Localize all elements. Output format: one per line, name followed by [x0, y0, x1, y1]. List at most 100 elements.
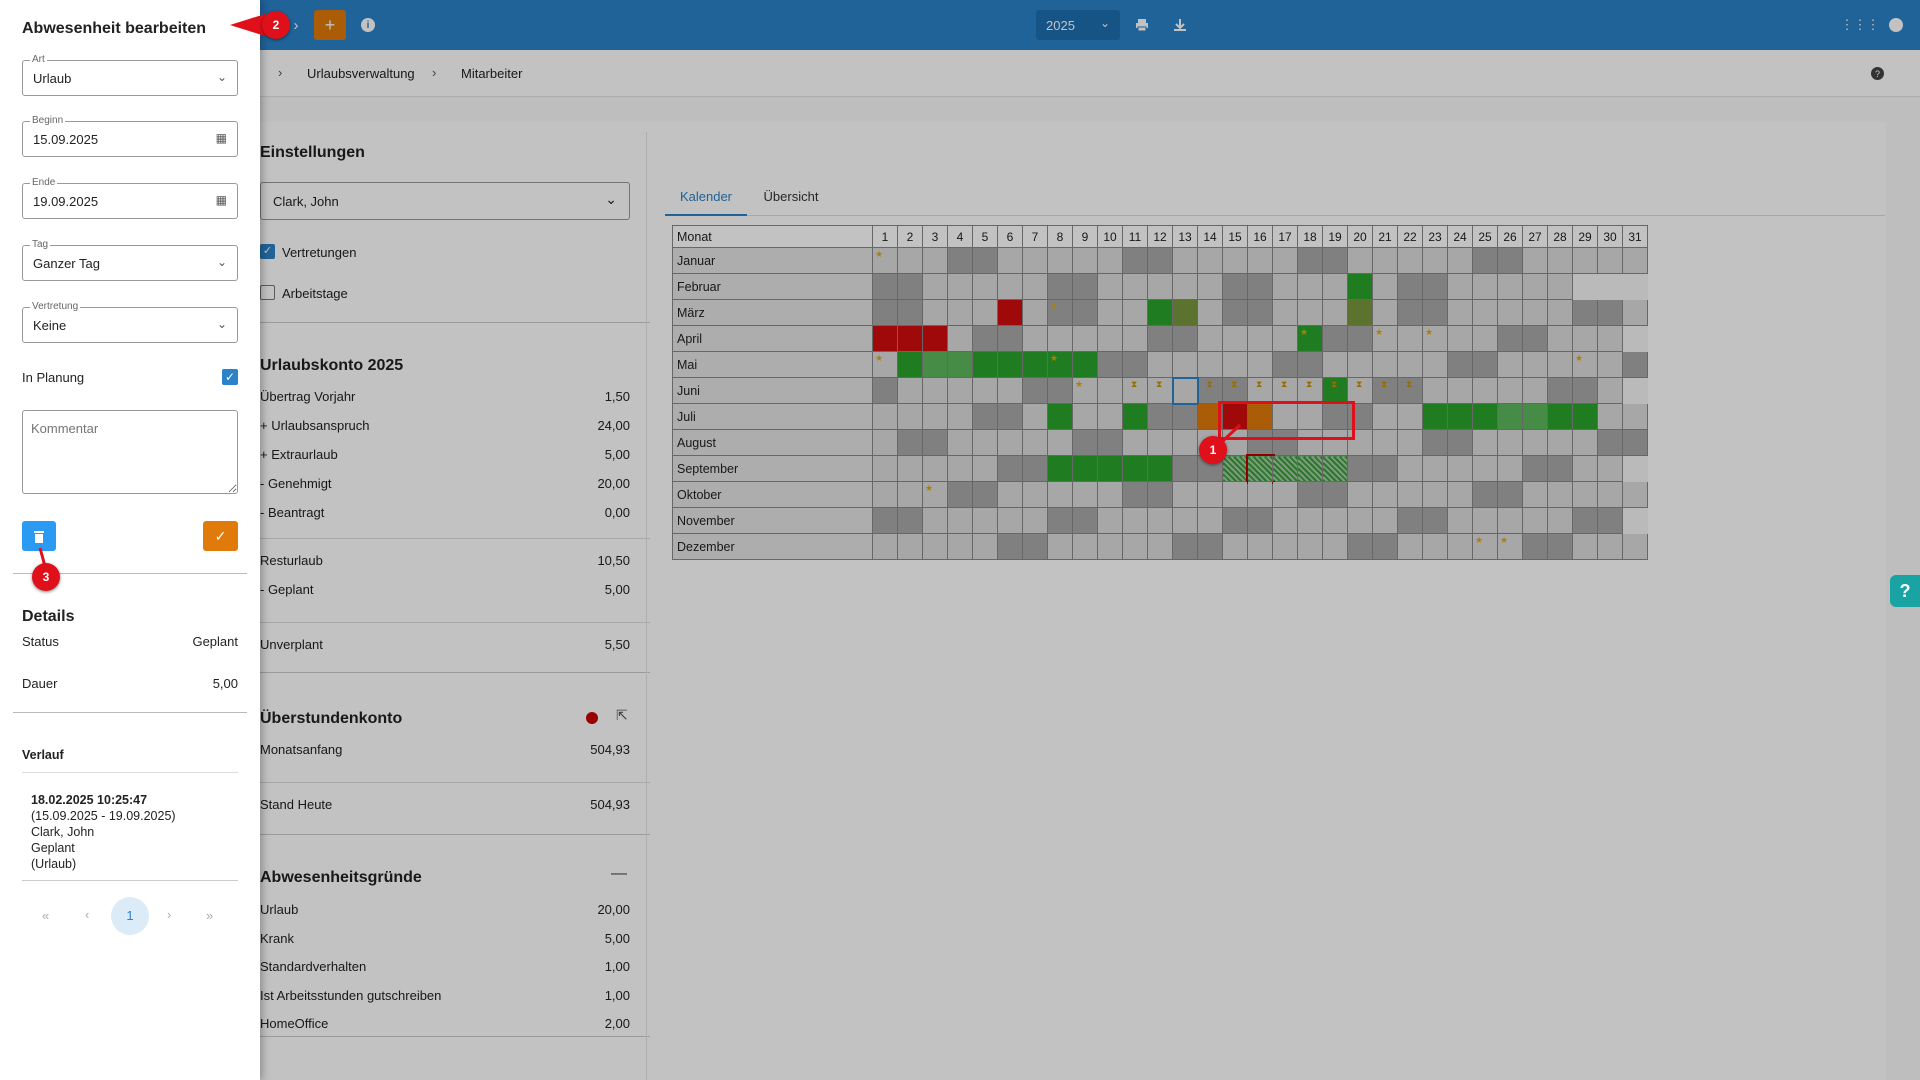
day-cell[interactable] [1597, 455, 1623, 482]
day-cell[interactable] [1297, 455, 1323, 482]
day-cell[interactable] [1047, 325, 1073, 352]
day-cell[interactable] [1622, 299, 1648, 326]
day-cell[interactable] [1422, 351, 1448, 378]
day-cell[interactable] [1297, 507, 1323, 534]
day-cell[interactable] [1597, 533, 1623, 560]
day-cell[interactable] [1172, 351, 1198, 378]
day-cell[interactable] [1097, 377, 1123, 404]
day-cell[interactable] [997, 325, 1023, 352]
day-cell[interactable]: ⧗ [1272, 377, 1298, 404]
day-cell[interactable] [1047, 481, 1073, 508]
day-cell[interactable] [897, 429, 923, 456]
day-cell[interactable] [1522, 533, 1548, 560]
day-cell[interactable] [1347, 507, 1373, 534]
day-cell[interactable] [1347, 429, 1373, 456]
day-cell[interactable] [1447, 429, 1473, 456]
day-cell[interactable] [947, 481, 973, 508]
day-cell[interactable] [1122, 429, 1148, 456]
day-cell[interactable] [1247, 299, 1273, 326]
day-cell[interactable] [947, 325, 973, 352]
day-cell[interactable] [897, 455, 923, 482]
day-cell[interactable] [1372, 273, 1398, 300]
day-cell[interactable] [1147, 273, 1173, 300]
day-cell[interactable] [1572, 507, 1598, 534]
day-cell[interactable] [1247, 325, 1273, 352]
day-cell[interactable] [1372, 351, 1398, 378]
day-cell[interactable] [1222, 455, 1248, 482]
day-cell[interactable] [1422, 455, 1448, 482]
day-cell[interactable] [1322, 247, 1348, 274]
day-cell[interactable] [1072, 247, 1098, 274]
day-cell[interactable] [997, 377, 1023, 404]
day-cell[interactable] [1247, 351, 1273, 378]
day-cell[interactable] [1572, 429, 1598, 456]
day-cell[interactable] [1172, 247, 1198, 274]
day-cell[interactable] [1347, 325, 1373, 352]
day-cell[interactable] [1022, 273, 1048, 300]
chevron-right-icon[interactable]: › [293, 16, 299, 34]
day-cell[interactable] [922, 299, 948, 326]
day-cell[interactable] [1397, 273, 1423, 300]
type-select[interactable]: Art Urlaub ⌄ [22, 54, 238, 96]
day-cell[interactable]: ★ [1047, 299, 1073, 326]
day-cell[interactable]: ⧗ [1197, 377, 1223, 404]
day-cell[interactable] [1422, 273, 1448, 300]
day-cell[interactable] [1547, 377, 1573, 404]
day-cell[interactable]: ★ [1047, 351, 1073, 378]
day-cell[interactable] [1472, 351, 1498, 378]
day-cell[interactable] [1547, 533, 1573, 560]
day-cell[interactable] [1272, 455, 1298, 482]
tab-uebersicht[interactable]: Übersicht [747, 186, 835, 216]
day-cell[interactable] [997, 247, 1023, 274]
day-cell[interactable] [1197, 247, 1223, 274]
day-cell[interactable] [1622, 351, 1648, 378]
day-cell[interactable] [1572, 325, 1598, 352]
planning-checkbox[interactable]: ✓ [222, 369, 238, 385]
day-cell[interactable] [872, 507, 898, 534]
day-cell[interactable] [1122, 507, 1148, 534]
day-cell[interactable] [1147, 533, 1173, 560]
day-cell[interactable] [1297, 351, 1323, 378]
day-cell[interactable] [922, 351, 948, 378]
day-cell[interactable] [1322, 299, 1348, 326]
day-cell[interactable] [872, 377, 898, 404]
day-cell[interactable] [1497, 325, 1523, 352]
day-cell[interactable] [1022, 429, 1048, 456]
help-icon[interactable]: ? [1871, 67, 1884, 80]
substitutions-checkbox[interactable]: ✓ [260, 244, 275, 259]
day-cell[interactable] [1122, 403, 1148, 430]
day-cell[interactable] [1397, 455, 1423, 482]
day-cell[interactable] [872, 533, 898, 560]
pagination-current[interactable]: 1 [111, 897, 149, 935]
day-cell[interactable] [1447, 403, 1473, 430]
download-button[interactable] [1164, 10, 1196, 40]
day-cell[interactable] [1572, 377, 1598, 404]
day-cell[interactable] [1422, 533, 1448, 560]
day-cell[interactable] [1171, 376, 1199, 405]
day-cell[interactable] [1522, 507, 1548, 534]
day-cell[interactable] [1347, 273, 1373, 300]
day-cell[interactable] [1197, 325, 1223, 352]
day-cell[interactable] [1097, 429, 1123, 456]
day-cell[interactable] [1572, 455, 1598, 482]
day-cell[interactable] [1122, 351, 1148, 378]
day-cell[interactable] [1472, 403, 1498, 430]
breadcrumb-item[interactable]: Urlaubsverwaltung [307, 66, 415, 81]
day-cell[interactable] [1347, 533, 1373, 560]
day-cell[interactable] [897, 377, 923, 404]
day-cell[interactable]: ★ [1422, 325, 1448, 352]
day-cell[interactable] [1272, 533, 1298, 560]
day-cell[interactable] [1397, 299, 1423, 326]
day-cell[interactable]: ⧗ [1347, 377, 1373, 404]
day-cell[interactable] [1272, 403, 1298, 430]
day-cell[interactable] [1097, 507, 1123, 534]
day-cell[interactable] [1072, 325, 1098, 352]
day-cell[interactable] [1322, 325, 1348, 352]
day-cell[interactable] [1597, 507, 1623, 534]
day-cell[interactable] [1497, 455, 1523, 482]
day-cell[interactable]: ★ [1472, 533, 1498, 560]
day-cell[interactable] [872, 455, 898, 482]
day-cell[interactable] [997, 299, 1023, 326]
day-cell[interactable] [1022, 377, 1048, 404]
day-cell[interactable] [1547, 403, 1573, 430]
